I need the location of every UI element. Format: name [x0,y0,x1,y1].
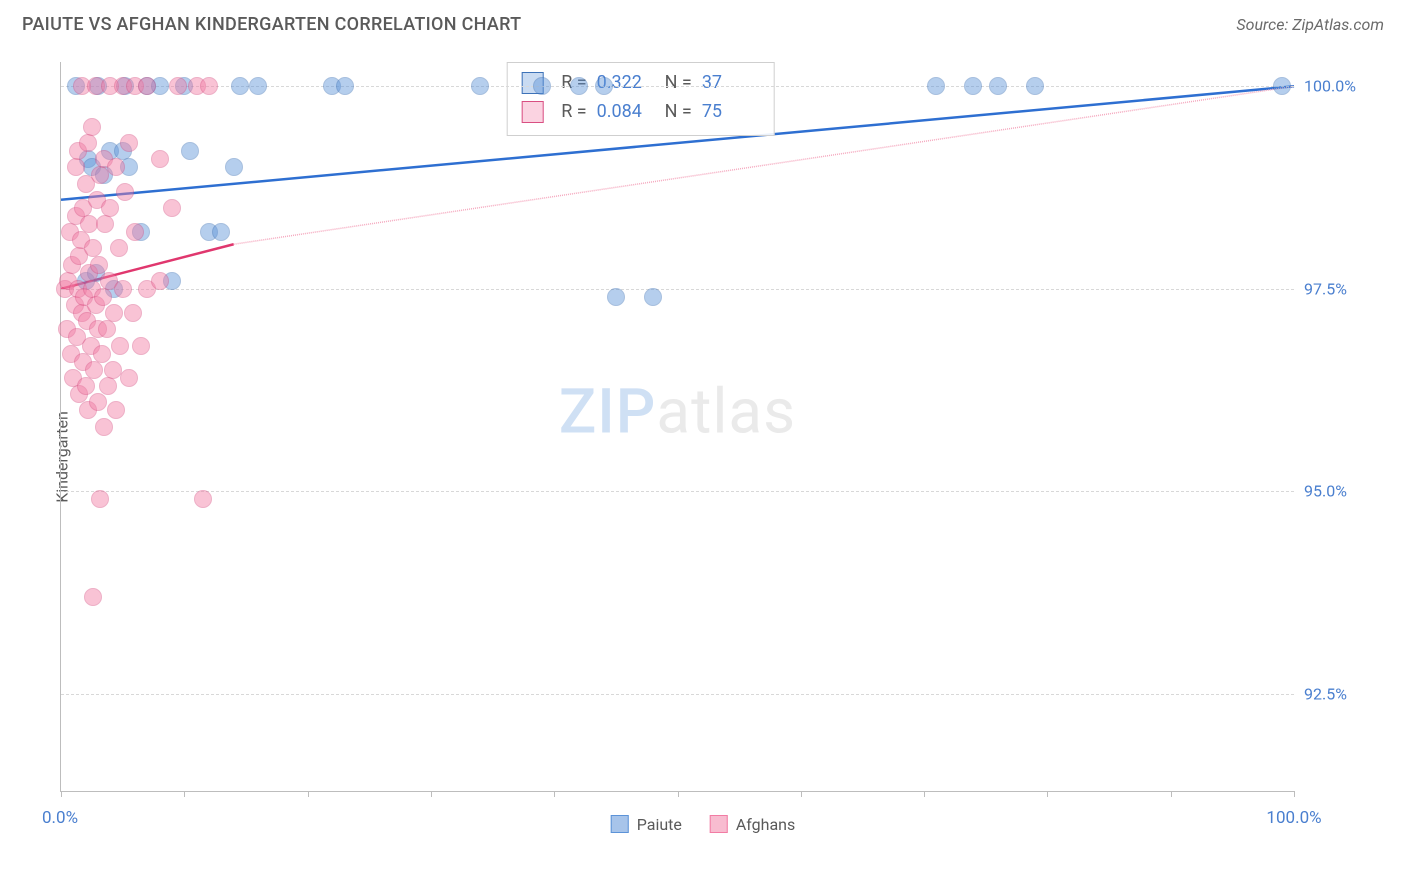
scatter-point [120,134,138,152]
scatter-point [169,77,187,95]
scatter-point [249,77,267,95]
x-tick-label: 0.0% [42,808,78,828]
legend-swatch [611,815,629,833]
x-tick [554,791,555,797]
source-label: Source: ZipAtlas.com [1236,15,1384,34]
legend: Paiute Afghans [611,815,796,834]
chart-title: PAIUTE VS AFGHAN KINDERGARTEN CORRELATIO… [22,14,521,35]
scatter-point [595,77,613,95]
x-tick [61,791,62,797]
scatter-point [964,77,982,95]
scatter-point [83,118,101,136]
scatter-point [110,239,128,257]
scatter-point [225,158,243,176]
stats-n-label: N = [665,98,692,127]
scatter-point [927,77,945,95]
legend-swatch [710,815,728,833]
scatter-point [67,158,85,176]
scatter-point [89,393,107,411]
y-tick-label: 95.0% [1304,482,1374,501]
scatter-point [163,199,181,217]
legend-label: Paiute [637,815,682,834]
scatter-point [570,77,588,95]
scatter-point [124,304,142,322]
grid-line [61,694,1294,695]
grid-line [61,491,1294,492]
x-tick [431,791,432,797]
legend-item: Afghans [710,815,795,834]
scatter-point [114,280,132,298]
x-tick [801,791,802,797]
x-tick [1171,791,1172,797]
stats-n-label: N = [665,69,692,98]
scatter-point [126,223,144,241]
trend-lines [61,62,1294,791]
stats-row: R = 0.084 N = 75 [521,98,760,127]
scatter-point [96,215,114,233]
scatter-point [138,77,156,95]
scatter-point [194,490,212,508]
stats-n-value: 75 [702,98,760,127]
scatter-point [98,320,116,338]
x-tick [1047,791,1048,797]
y-tick-label: 92.5% [1304,684,1374,703]
scatter-point [85,361,103,379]
y-tick-label: 100.0% [1304,77,1374,96]
scatter-point [181,142,199,160]
legend-item: Paiute [611,815,682,834]
scatter-point [111,337,129,355]
scatter-point [93,345,111,363]
x-tick [678,791,679,797]
scatter-point [212,223,230,241]
scatter-point [132,337,150,355]
stats-swatch [521,101,543,123]
scatter-point [989,77,1007,95]
scatter-point [90,256,108,274]
x-tick-label: 100.0% [1266,808,1321,828]
scatter-point [101,199,119,217]
scatter-point [95,418,113,436]
scatter-plot-area: ZIPatlas R =0.322N =37R =0.084N =75 92.5… [60,62,1294,792]
stats-n-value: 37 [702,69,760,98]
grid-line [61,289,1294,290]
scatter-point [99,377,117,395]
scatter-point [84,588,102,606]
x-tick [184,791,185,797]
scatter-point [644,288,662,306]
scatter-point [1273,77,1291,95]
scatter-point [607,288,625,306]
scatter-point [77,377,95,395]
stats-row: R =0.322N =37 [521,69,760,98]
scatter-point [91,490,109,508]
x-tick [1294,791,1295,797]
scatter-point [107,158,125,176]
scatter-point [151,272,169,290]
scatter-point [107,401,125,419]
scatter-point [200,77,218,95]
stats-legend-box: R =0.322N =37R =0.084N =75 [506,62,775,136]
scatter-point [120,369,138,387]
x-tick [308,791,309,797]
scatter-point [471,77,489,95]
y-tick-label: 97.5% [1304,279,1374,298]
scatter-point [105,304,123,322]
scatter-point [336,77,354,95]
scatter-point [94,288,112,306]
scatter-point [151,150,169,168]
x-tick [924,791,925,797]
scatter-point [1026,77,1044,95]
scatter-point [79,134,97,152]
scatter-point [231,77,249,95]
legend-label: Afghans [736,815,795,834]
scatter-point [116,183,134,201]
stats-r-value: 0.084 [597,98,655,127]
stats-r-label: R = [561,98,586,127]
scatter-point [533,77,551,95]
